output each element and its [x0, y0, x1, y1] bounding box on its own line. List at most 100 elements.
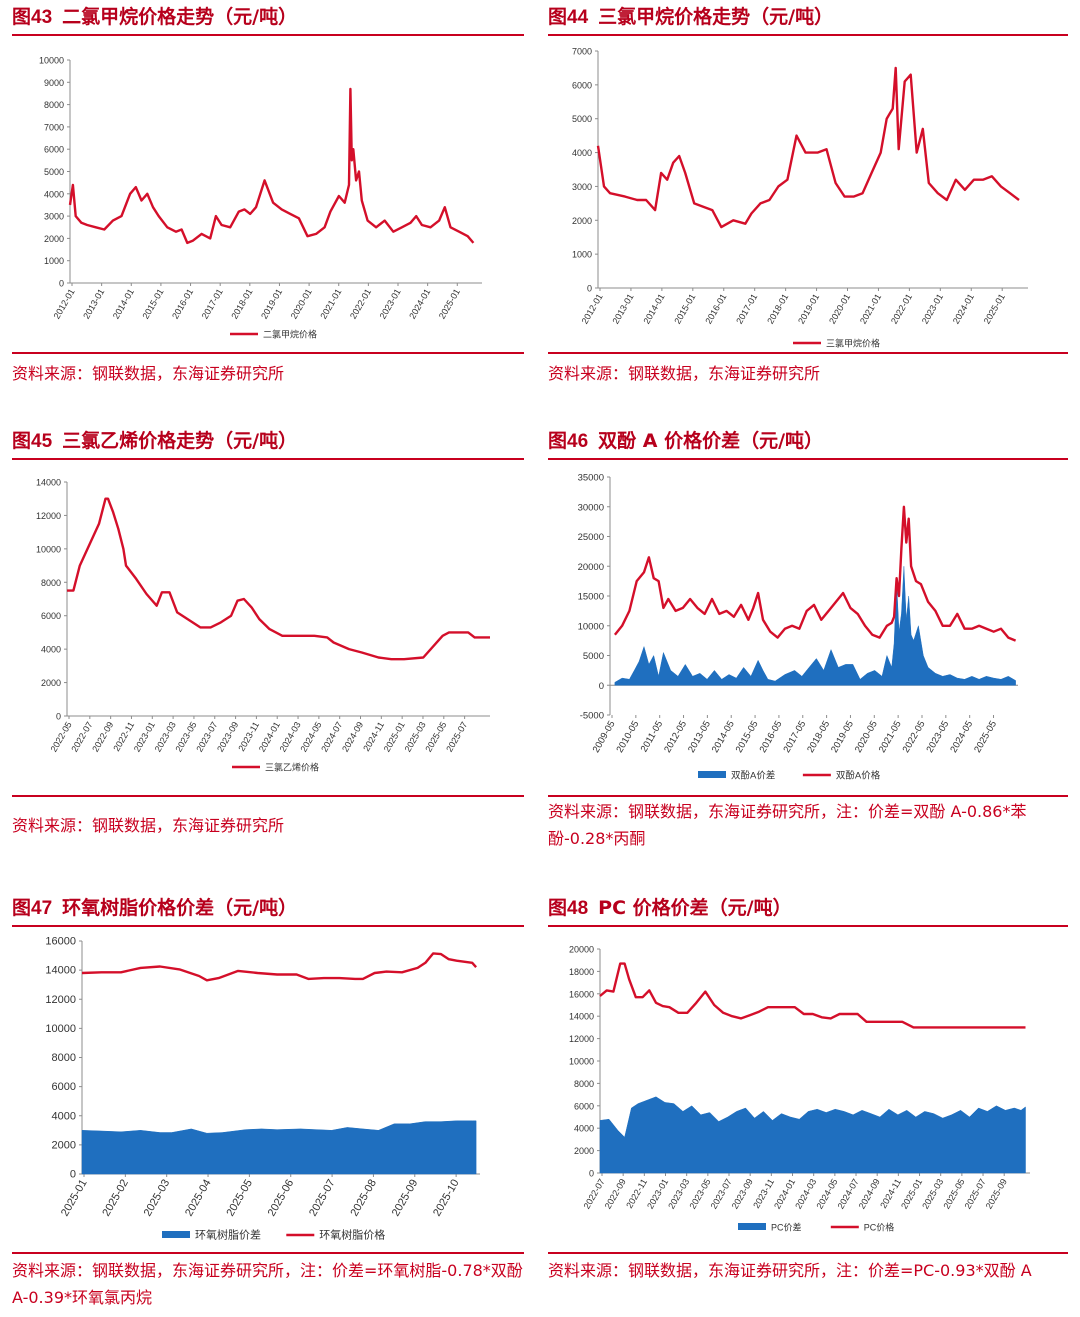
y-tick-label: 6000 — [41, 611, 61, 621]
chart-title: 图48 PC 价格价差（元/吨） — [548, 893, 1068, 923]
x-tick-label: 2013-01 — [81, 287, 106, 321]
x-tick-label: 2014-01 — [111, 287, 136, 321]
y-tick-label: 8000 — [41, 578, 61, 588]
y-tick-label: 14000 — [45, 965, 76, 977]
figure-number: 图45 — [12, 431, 53, 452]
y-tick-label: 16000 — [569, 989, 594, 999]
line-series — [599, 962, 1026, 1029]
source-note: 资料来源：钢联数据，东海证券研究所 — [12, 364, 285, 383]
title-rule — [12, 34, 524, 36]
y-tick-label: 16000 — [45, 936, 76, 948]
x-tick-label: 2016-01 — [170, 287, 195, 321]
figure-title: 双酚 A 价格价差（元/吨） — [598, 430, 824, 452]
x-tick-label: 2025-05 — [972, 719, 999, 755]
figure-number: 图44 — [548, 7, 589, 28]
area-series — [614, 566, 1016, 686]
x-tick-label: 2025-01 — [59, 1178, 90, 1219]
title-rule — [548, 34, 1068, 36]
x-tick-label: 2022-01 — [348, 287, 373, 321]
y-tick-label: 6000 — [44, 145, 64, 155]
y-tick-label: 35000 — [578, 473, 604, 484]
legend-label: 三氯甲烷价格 — [826, 338, 880, 349]
source-note: 资料来源：钢联数据，东海证券研究所 — [12, 816, 285, 835]
x-tick-label: 2025-04 — [183, 1178, 214, 1219]
panel-fig44: 图44 三氯甲烷价格走势（元/吨） 0 1000 2000 3000 4000 5000 60… — [548, 2, 1068, 402]
x-tick-label: 2025-05 — [224, 1178, 255, 1219]
line-series — [67, 497, 490, 661]
x-tick-label: 2018-01 — [229, 287, 254, 321]
panel-fig45: 图45 三氯乙烯价格走势（元/吨） 0 2000 4000 6000 8000 10000 1… — [12, 426, 524, 846]
chart-fig45: 020004000600080001000012000140002022-052… — [36, 478, 490, 773]
legend-label: 二氯甲烷价格 — [263, 329, 317, 340]
x-tick-label: 2020-01 — [289, 287, 314, 321]
y-tick-label: 3000 — [572, 182, 592, 192]
y-tick-label: 4000 — [574, 1124, 594, 1134]
source-note: 资料来源：钢联数据，东海证券研究所 — [548, 364, 821, 383]
y-tick-label: 14000 — [36, 478, 61, 488]
y-tick-label: 4000 — [52, 1110, 76, 1122]
y-tick-label: 8000 — [44, 100, 64, 110]
y-tick-label: 25000 — [578, 532, 604, 543]
source-note: 资料来源：钢联数据，东海证券研究所，注：价差=双酚 A-0.86*苯酚-0.28… — [548, 802, 1027, 848]
y-tick-label: 12000 — [45, 994, 76, 1006]
y-tick-label: 6000 — [52, 1081, 76, 1093]
legend-label: 三氯乙烯价格 — [265, 762, 319, 773]
panel-fig46: 图46 双酚 A 价格价差（元/吨） -5000 0 5000 10000 15000 20… — [548, 426, 1068, 856]
x-tick-label: 2021-01 — [858, 292, 883, 326]
panel-fig48: 图48 PC 价格价差（元/吨） 0 2000 4000 6000 8000 10000 12… — [548, 893, 1068, 1313]
title-rule — [548, 925, 1068, 927]
figure-number: 图48 — [548, 898, 589, 919]
legend-swatch — [738, 1223, 766, 1230]
y-tick-label: 2000 — [41, 678, 61, 688]
chart-title: 图43 二氯甲烷价格走势（元/吨） — [12, 2, 524, 32]
x-tick-label: 2024-01 — [407, 287, 432, 321]
y-tick-label: 12000 — [36, 511, 61, 521]
y-tick-label: 3000 — [44, 212, 64, 222]
figure-title: 三氯乙烯价格走势（元/吨） — [62, 430, 298, 452]
y-tick-label: 9000 — [44, 78, 64, 88]
figure-title: 三氯甲烷价格走势（元/吨） — [598, 6, 834, 28]
y-tick-label: 8000 — [574, 1079, 594, 1089]
source-rule — [548, 1252, 1068, 1254]
source-note: 资料来源：钢联数据，东海证券研究所，注：价差=环氧树脂-0.78*双酚 A-0.… — [12, 1261, 523, 1307]
panel-fig47: 图47 环氧树脂价格价差（元/吨） 0 2000 4000 6000 8000 10000 1… — [12, 893, 524, 1313]
y-tick-label: 10000 — [578, 621, 604, 632]
y-tick-label: 4000 — [44, 189, 64, 199]
x-tick-label: 2025-08 — [348, 1178, 379, 1219]
x-tick-label: 2022-01 — [889, 292, 914, 326]
area-series — [599, 1096, 1026, 1174]
x-tick-label: 2021-01 — [318, 287, 343, 321]
x-tick-label: 2016-01 — [703, 292, 728, 326]
y-tick-label: 15000 — [578, 592, 604, 603]
chart-fig47: 0 2000 4000 6000 8000 10000 12000 14000 16000 202… — [45, 936, 480, 1242]
line-series — [596, 66, 1020, 229]
panel-fig43: 图43 二氯甲烷价格走势（元/吨） 0 1000 2000 3000 4000 5000 60… — [12, 2, 524, 402]
x-tick-label: 2012-01 — [580, 292, 605, 326]
x-tick-label: 2025-07 — [307, 1178, 338, 1219]
legend-swatch — [698, 771, 726, 778]
x-tick-label: 2010-05 — [614, 719, 641, 755]
y-tick-label: 0 — [599, 681, 604, 692]
y-tick-label: 12000 — [569, 1034, 594, 1044]
chart-fig46: -5000 0 5000 10000 15000 20000 25000 30000 35000… — [578, 473, 1018, 782]
y-tick-label: 20000 — [578, 562, 604, 573]
source-rule — [548, 352, 1068, 354]
y-tick-label: -5000 — [580, 711, 604, 722]
chart-title: 图46 双酚 A 价格价差（元/吨） — [548, 426, 1068, 456]
x-tick-label: 2015-01 — [140, 287, 165, 321]
title-rule — [548, 458, 1068, 460]
x-tick-label: 2017-01 — [200, 287, 225, 321]
legend-label: PC价格 — [864, 1222, 895, 1233]
legend-label: 环氧树脂价格 — [319, 1228, 385, 1242]
y-tick-label: 20000 — [569, 945, 594, 955]
chart-fig48: 0 2000 4000 6000 8000 10000 12000 14000 16000 180… — [569, 945, 1030, 1233]
x-tick-label: 2025-02 — [100, 1178, 131, 1219]
y-tick-label: 4000 — [572, 148, 592, 158]
y-tick-label: 0 — [589, 1169, 594, 1179]
x-tick-label: 2018-01 — [765, 292, 790, 326]
chart-fig44: 0 1000 2000 3000 4000 5000 6000 7000 2012-01 2013… — [572, 47, 1028, 349]
y-tick-label: 5000 — [572, 114, 592, 124]
source-rule — [12, 352, 524, 354]
chart-title: 图47 环氧树脂价格价差（元/吨） — [12, 893, 524, 923]
chart-title: 图45 三氯乙烯价格走势（元/吨） — [12, 426, 524, 456]
